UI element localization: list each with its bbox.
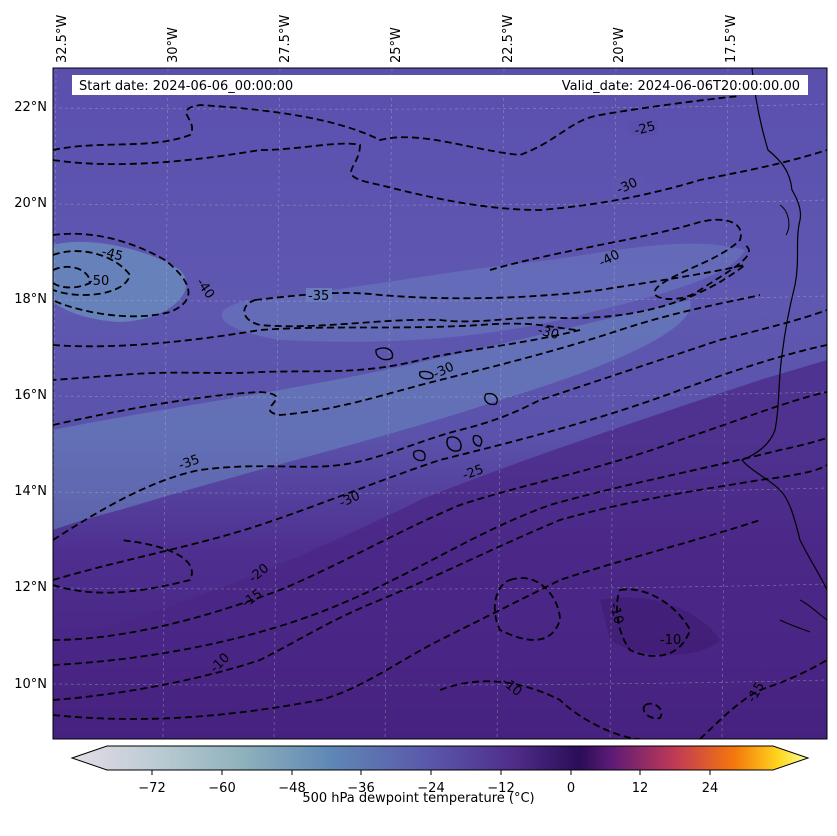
contour-label: -30 — [536, 323, 560, 343]
lat-label: 10°N — [14, 677, 47, 692]
lon-label: 17.5°W — [724, 15, 739, 63]
colorbar-tick-label: −48 — [278, 781, 305, 796]
contour-label: -50 — [88, 274, 109, 289]
contour-label: -45 — [100, 245, 124, 265]
colorbar-tick-label: −12 — [487, 781, 514, 796]
lat-label: 20°N — [14, 196, 47, 211]
lat-label: 14°N — [14, 484, 47, 499]
contour-label: -25 — [461, 462, 486, 483]
lon-label: 27.5°W — [278, 15, 293, 63]
lon-label: 20°W — [612, 27, 627, 63]
coastline-africa — [741, 68, 827, 591]
map-frame — [52, 67, 828, 740]
colorbar-title: 500 hPa dewpoint temperature (°C) — [302, 791, 535, 806]
start-date-label: Start date: 2024-06-06_00:00:00 — [79, 79, 293, 94]
date-banner — [72, 75, 808, 95]
longitude-labels: 32.5°W 30°W 27.5°W 25°W 22.5°W 20°W 17.5… — [55, 15, 739, 63]
colorbar-tick-label: 12 — [632, 781, 649, 796]
colorbar-tick-label: −72 — [138, 781, 165, 796]
lat-label: 12°N — [14, 580, 47, 595]
colorbar-tick-label: 0 — [567, 781, 575, 796]
contour-label: -35 — [308, 289, 329, 304]
moist-region-coast — [600, 597, 720, 655]
contour-label: -10 — [660, 633, 681, 648]
lon-label: 25°W — [389, 27, 404, 63]
contour-label: -10 — [606, 601, 626, 625]
latitude-labels: 22°N 20°N 18°N 16°N 14°N 12°N 10°N — [14, 100, 47, 692]
colorbar-tick-label: −24 — [417, 781, 444, 796]
cape-verde-features — [375, 347, 498, 462]
colorbar: −72 −60 −48 −36 −24 −12 0 12 24 — [70, 745, 810, 796]
colorbar-tick-label: 24 — [702, 781, 719, 796]
lat-label: 22°N — [14, 100, 47, 115]
valid-date-label: Valid_date: 2024-06-06T20:00:00.00 — [562, 79, 800, 94]
dry-band-middle — [53, 300, 691, 530]
coastline-detail — [779, 204, 827, 633]
contour-label: -35 — [177, 452, 202, 473]
lon-label: 30°W — [166, 27, 181, 63]
colorbar-ticks — [151, 770, 711, 775]
colorbar-tick-label: −36 — [347, 781, 374, 796]
contours — [53, 95, 827, 739]
lat-label: 16°N — [14, 388, 47, 403]
lon-label: 22.5°W — [501, 15, 516, 63]
lon-label: 32.5°W — [55, 15, 70, 63]
colorbar-bar — [70, 745, 810, 771]
contour-label: -25 — [633, 119, 657, 139]
lat-label: 18°N — [14, 292, 47, 307]
dry-band-west — [53, 241, 187, 322]
colorbar-tick-label: −60 — [208, 781, 235, 796]
